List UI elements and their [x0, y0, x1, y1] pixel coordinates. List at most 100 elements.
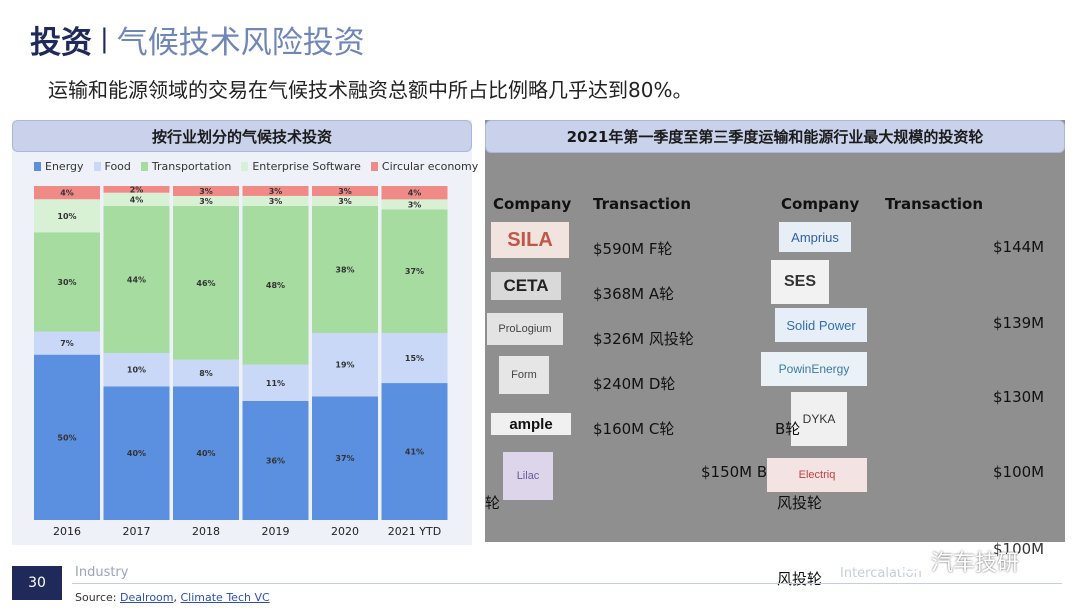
bar-segment	[312, 186, 378, 197]
bar-segment	[34, 199, 100, 233]
bar-segment	[381, 186, 448, 200]
data-label: 7%	[60, 339, 74, 348]
x-tick-label: 2020	[331, 525, 359, 538]
transaction-suffix: 轮	[485, 494, 501, 512]
data-label: 44%	[127, 276, 146, 285]
bar-segment	[103, 386, 170, 520]
round-label: B轮	[775, 420, 801, 438]
data-label: 40%	[127, 449, 146, 458]
bar-segment	[242, 205, 309, 365]
bar-segment	[103, 353, 170, 387]
legend-label: Circular economy	[381, 160, 479, 173]
legend-entry: Enterprise Software	[241, 160, 361, 173]
bar-segment	[34, 186, 100, 200]
company-logo: SES	[771, 260, 829, 304]
round-label: 风投轮	[777, 494, 823, 512]
bar-segment	[242, 186, 309, 196]
watermark: 汽车技研	[895, 545, 1019, 577]
data-label: 8%	[199, 369, 213, 378]
x-tick-label: 2016	[53, 525, 81, 538]
data-label: 40%	[196, 449, 215, 458]
transaction-value: $139M	[993, 314, 1045, 332]
transaction-value: $130M	[993, 388, 1045, 406]
data-label: 4%	[130, 195, 144, 204]
transaction-value: $326M 风投轮	[593, 330, 694, 348]
source-line: Source: Dealroom, Climate Tech VC	[75, 591, 270, 604]
transaction-value: $240M D轮	[593, 375, 676, 393]
bar-segment	[173, 186, 239, 197]
bar-segment	[173, 359, 239, 387]
source-link-climatetechvc[interactable]: Climate Tech VC	[180, 591, 270, 604]
transaction-value-overflow: $100M	[993, 540, 1045, 558]
source-separator: ,	[173, 591, 178, 604]
x-tick-label: 2019	[262, 525, 290, 538]
data-label: 3%	[338, 197, 352, 206]
bar-segment	[381, 383, 448, 520]
transaction-value: $160M C轮	[593, 420, 675, 438]
transaction-header-right: Transaction	[885, 195, 984, 213]
legend-label: Transportation	[151, 160, 232, 173]
legend-entry: Circular economy	[370, 160, 479, 173]
company-logo: Electriq	[767, 458, 867, 492]
data-label: 37%	[335, 454, 354, 463]
company-logo: DYKA	[791, 392, 847, 446]
company-logo: Amprius	[779, 222, 851, 252]
source-link-dealroom[interactable]: Dealroom	[120, 591, 174, 604]
bar-segment	[173, 206, 239, 360]
legend-entry: Food	[93, 160, 131, 173]
company-logo: SILA	[491, 222, 569, 258]
data-label: 3%	[199, 187, 213, 196]
bar-segment	[242, 400, 309, 520]
page-number: 30	[12, 566, 62, 600]
data-label: 37%	[405, 267, 424, 276]
stacked-bar-chart: 50%7%30%10%4%201640%10%44%4%2%201740%8%4…	[34, 185, 448, 538]
legend-label: Energy	[45, 160, 84, 173]
legend-label: Food	[104, 160, 131, 173]
company-logo: Lilac	[503, 452, 553, 500]
legend-label: Enterprise Software	[252, 160, 361, 173]
legend-entry: Energy	[34, 160, 84, 173]
x-tick-label: 2017	[123, 525, 151, 538]
data-label: 36%	[266, 456, 285, 465]
bar-segment	[34, 354, 100, 520]
legend-swatch	[241, 162, 249, 171]
wechat-icon	[895, 549, 925, 573]
company-header-left: Company	[493, 195, 572, 213]
title-main: 投资	[30, 24, 92, 61]
largest-rounds-title: 2021年第一季度至第三季度运输和能源行业最大规模的投资轮	[485, 120, 1065, 153]
data-label: 10%	[57, 212, 76, 221]
data-label: 38%	[335, 266, 354, 275]
company-logo: Form	[499, 356, 549, 394]
watermark-text: 汽车技研	[931, 551, 1020, 576]
data-label: 46%	[196, 279, 215, 288]
footer-divider	[72, 583, 1062, 584]
title-sub: 气候技术风险投资	[116, 24, 365, 61]
bar-segment	[242, 195, 309, 206]
title-separator: |	[100, 24, 109, 54]
bar-segment	[103, 206, 170, 353]
bar-segment	[312, 206, 378, 333]
data-label: 4%	[408, 189, 422, 198]
bar-segment	[312, 396, 378, 520]
x-tick-label: 2018	[192, 525, 220, 538]
data-label: 3%	[269, 197, 283, 206]
transaction-value: $590M F轮	[593, 240, 673, 258]
data-label: 10%	[127, 366, 146, 375]
footer-industry: Industry	[75, 565, 129, 580]
page-subtitle: 运输和能源领域的交易在气候技术融资总额中所占比例略几乎达到80%。	[48, 78, 693, 102]
bar-segment	[381, 199, 448, 210]
source-label: Source:	[75, 591, 117, 604]
bar-segment	[34, 232, 100, 332]
company-logo: CETA	[491, 272, 561, 300]
bar-segment	[381, 209, 448, 333]
bar-segment	[312, 196, 378, 207]
legend-swatch	[93, 162, 101, 171]
largest-rounds-panel: 2021年第一季度至第三季度运输和能源行业最大规模的投资轮 Company Tr…	[485, 120, 1065, 542]
data-label: 3%	[408, 200, 422, 209]
company-logo: Solid Power	[775, 308, 867, 342]
bar-segment	[381, 332, 448, 384]
company-logo: ample	[491, 413, 571, 435]
legend-swatch	[34, 162, 41, 171]
round-label-overflow: 风投轮	[777, 570, 823, 588]
data-label: 3%	[338, 187, 352, 196]
